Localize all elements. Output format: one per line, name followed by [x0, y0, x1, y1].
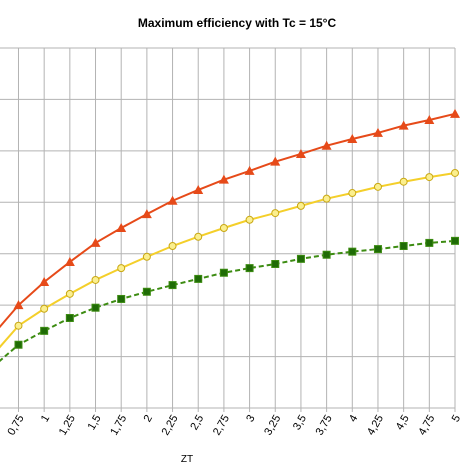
marker [116, 223, 127, 232]
marker [14, 340, 23, 349]
marker [40, 304, 49, 313]
marker [142, 252, 151, 261]
x-tick-label: 2,75 [211, 413, 232, 438]
x-tick-label: 4 [347, 413, 360, 424]
marker [296, 254, 305, 263]
marker [65, 314, 74, 322]
x-tick-label: 1,25 [57, 413, 78, 438]
marker [64, 256, 75, 266]
marker [398, 120, 409, 130]
marker [271, 209, 280, 218]
marker [91, 303, 100, 312]
marker [142, 287, 151, 296]
marker [348, 189, 357, 198]
marker [40, 326, 49, 335]
marker [194, 274, 203, 283]
marker [373, 245, 382, 254]
marker [451, 236, 459, 245]
marker [399, 177, 408, 186]
marker [168, 281, 177, 290]
marker [425, 238, 434, 247]
marker [218, 174, 229, 184]
marker [168, 242, 177, 250]
chart-title: Maximum efficiency with Tc = 15°C [138, 16, 337, 30]
x-tick-label: 3 [244, 413, 257, 424]
marker [373, 182, 382, 191]
x-tick-label: 4,5 [394, 413, 412, 432]
x-tick-label: 1,5 [86, 413, 104, 432]
marker [14, 321, 23, 330]
marker [271, 260, 280, 268]
marker [322, 250, 331, 259]
marker [219, 224, 228, 232]
x-tick-label: 1,75 [108, 413, 129, 438]
marker [245, 215, 254, 224]
marker [348, 247, 357, 256]
x-tick-label: 4,25 [365, 413, 386, 438]
marker [296, 201, 305, 210]
series-line [0, 239, 456, 362]
marker [194, 232, 203, 241]
marker [245, 264, 254, 273]
marker [193, 184, 204, 194]
x-tick-label: 3,75 [314, 413, 335, 438]
marker [322, 194, 331, 203]
x-tick-label: 4,75 [416, 413, 437, 438]
marker [451, 168, 459, 177]
x-tick-label: 1 [39, 413, 52, 424]
marker [372, 127, 383, 137]
marker [167, 195, 178, 205]
x-tick-label: 0,75 [5, 413, 26, 438]
marker [399, 242, 408, 250]
x-tick-label: 2,5 [188, 413, 206, 432]
series-line [0, 112, 456, 329]
x-tick-label: 3,5 [291, 413, 309, 432]
x-tick-label: 3,25 [262, 413, 283, 438]
marker [39, 277, 50, 286]
marker [244, 165, 255, 175]
marker [321, 140, 332, 150]
marker [117, 294, 126, 303]
marker [90, 237, 101, 247]
marker [295, 148, 306, 158]
marker [347, 134, 358, 144]
x-axis-label: ZT [181, 454, 193, 465]
marker [424, 115, 435, 124]
x-tick-label: 2,25 [160, 413, 181, 438]
plot-area [0, 108, 460, 362]
marker [91, 275, 100, 284]
marker [117, 264, 126, 273]
x-tick-label: 5 [450, 413, 463, 424]
marker [141, 209, 152, 219]
x-tick-label: 2 [142, 413, 155, 424]
marker [219, 268, 228, 277]
marker [13, 300, 24, 310]
marker [65, 289, 74, 298]
marker [270, 156, 281, 166]
marker [450, 108, 460, 118]
marker [425, 173, 434, 182]
